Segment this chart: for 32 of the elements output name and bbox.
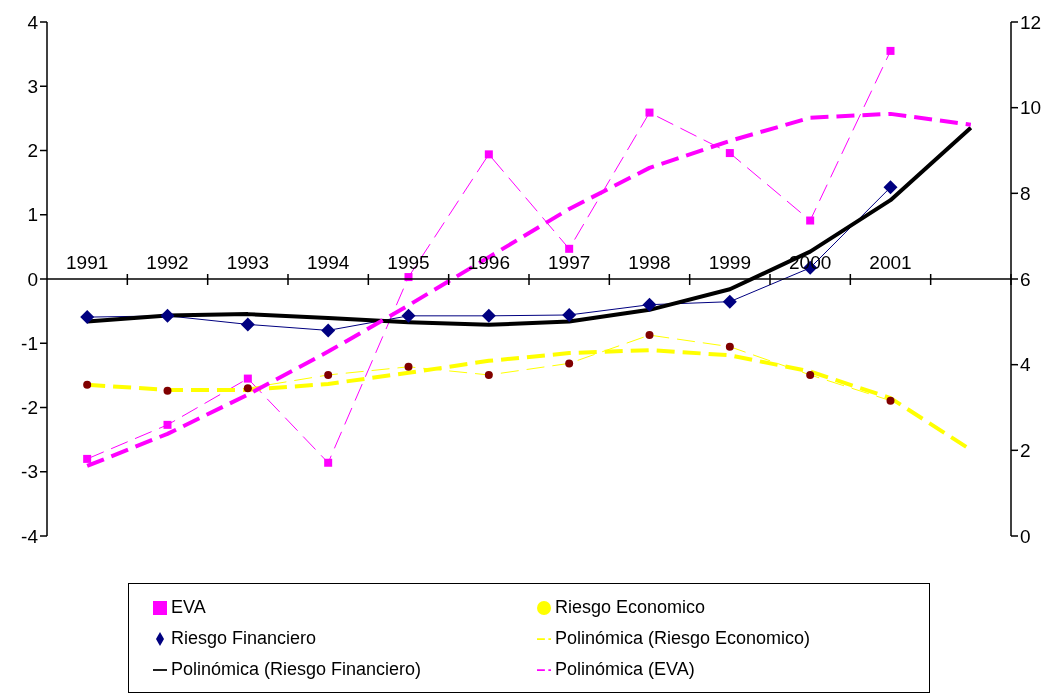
x-tick-label: 2001: [869, 252, 912, 273]
x-tick-label: 1993: [226, 252, 269, 273]
y2-tick-label: 12: [1020, 11, 1042, 33]
y2-tick-label: 4: [1020, 354, 1031, 376]
x-tick-label: 1995: [387, 252, 430, 273]
legend-label: Riesgo Economico: [555, 597, 706, 617]
y2-tick-label: 10: [1020, 97, 1042, 119]
y2-tick-label: 8: [1020, 183, 1031, 205]
legend-label: Polinómica (Riesgo Financiero): [171, 659, 422, 679]
x-tick-label: 1991: [66, 252, 109, 273]
legend-label: Polinómica (Riesgo Economico): [555, 628, 811, 648]
y-tick-label: 3: [27, 76, 38, 97]
y-tick-label: 1: [27, 204, 38, 226]
legend-label: Riesgo Financiero: [171, 628, 317, 648]
x-tick-label: 1996: [467, 252, 510, 273]
y-tick-label: -1: [21, 332, 38, 354]
x-tick-label: 1997: [548, 252, 591, 273]
y2-tick-label: 0: [1020, 525, 1031, 547]
x-tick-label: 1999: [708, 252, 751, 273]
x-tick-label: 1998: [628, 252, 671, 273]
y2-tick-label: 6: [1020, 268, 1031, 290]
y-tick-label: 2: [27, 140, 38, 162]
y-tick-label: -4: [21, 525, 39, 547]
y-tick-label: -2: [21, 397, 38, 419]
x-tick-label: 1994: [307, 252, 350, 273]
legend-label: EVA: [171, 597, 206, 617]
y-tick-label: 0: [27, 268, 38, 290]
y-tick-label: 4: [27, 11, 39, 33]
legend-label: Polinómica (EVA): [555, 659, 695, 679]
y-tick-label: -3: [21, 461, 38, 483]
y2-tick-label: 2: [1020, 440, 1031, 462]
x-tick-label: 1992: [146, 252, 189, 273]
